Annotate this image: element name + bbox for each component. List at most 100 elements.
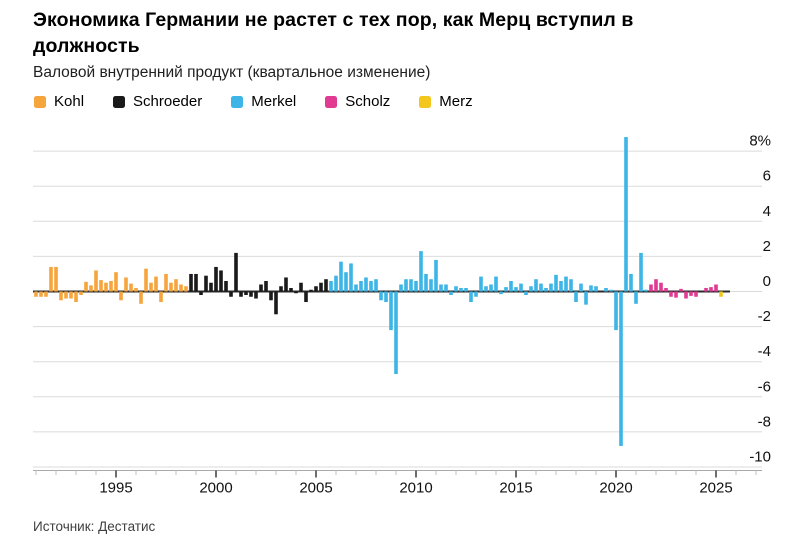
bar-kohl — [84, 281, 88, 292]
legend-label-kohl: Kohl — [54, 93, 85, 110]
bar-merkel — [359, 280, 363, 292]
bar-kohl — [74, 291, 78, 303]
bar-schroeder — [214, 266, 218, 292]
bar-merkel — [329, 280, 333, 292]
bar-kohl — [124, 277, 128, 292]
bar-merkel — [459, 287, 463, 292]
bar-merkel — [414, 280, 418, 292]
bar-kohl — [144, 268, 148, 292]
bar-kohl — [109, 280, 113, 292]
legend-swatch-scholz — [325, 95, 338, 108]
bar-kohl — [79, 291, 83, 296]
bar-merkel — [634, 291, 638, 304]
bar-merkel — [524, 291, 528, 296]
bar-scholz — [649, 284, 653, 292]
bar-schroeder — [194, 273, 198, 292]
bar-schroeder — [304, 291, 308, 303]
bar-kohl — [39, 291, 43, 297]
bar-merkel — [544, 287, 548, 292]
bar-schroeder — [274, 291, 278, 315]
bar-merkel — [529, 286, 533, 292]
bar-merkel — [639, 252, 643, 292]
bar-merkel — [584, 291, 588, 305]
bar-merkel — [429, 279, 433, 292]
bar-scholz — [714, 284, 718, 292]
bar-schroeder — [239, 291, 243, 297]
bar-schroeder — [269, 291, 273, 301]
bar-schroeder — [299, 282, 303, 292]
bar-schroeder — [244, 291, 248, 296]
bar-merkel — [499, 291, 503, 295]
bar-merkel — [394, 291, 398, 374]
bar-merkel — [534, 279, 538, 292]
y-axis-label: -4 — [758, 343, 771, 360]
bar-merkel — [539, 283, 543, 292]
y-axis-label: -6 — [758, 378, 771, 395]
bar-kohl — [99, 280, 103, 292]
bar-kohl — [69, 291, 73, 299]
bar-kohl — [119, 291, 123, 301]
legend-swatch-merkel — [231, 95, 244, 108]
source-note: Источник: Дестатис — [33, 519, 156, 534]
x-axis-label: 2000 — [199, 480, 232, 497]
bar-merkel — [619, 291, 623, 446]
bar-merkel — [364, 277, 368, 292]
bar-kohl — [59, 291, 63, 301]
bar-merkel — [404, 279, 408, 292]
bar-merkel — [569, 279, 573, 292]
bar-kohl — [134, 287, 138, 292]
bar-scholz — [709, 287, 713, 292]
bar-merkel — [389, 291, 393, 331]
bar-merkel — [339, 261, 343, 292]
bar-merkel — [384, 291, 388, 303]
bar-kohl — [174, 279, 178, 292]
bar-merkel — [494, 276, 498, 292]
bar-schroeder — [209, 282, 213, 292]
bar-merkel — [434, 259, 438, 292]
bar-scholz — [694, 291, 698, 297]
y-axis-label: 0 — [763, 273, 771, 290]
y-axis-label: -10 — [749, 449, 771, 466]
bar-merkel — [464, 287, 468, 292]
bar-schroeder — [284, 277, 288, 292]
bar-kohl — [149, 282, 153, 292]
bar-merkel — [344, 272, 348, 292]
bar-kohl — [94, 270, 98, 292]
bar-merkel — [559, 280, 563, 292]
bar-schroeder — [319, 282, 323, 292]
bar-kohl — [34, 291, 38, 297]
bar-schroeder — [279, 286, 283, 292]
bar-kohl — [154, 276, 158, 292]
bar-merkel — [579, 283, 583, 292]
bar-merkel — [349, 263, 353, 292]
bar-scholz — [689, 291, 693, 296]
bar-schroeder — [199, 291, 203, 296]
bar-scholz — [679, 288, 683, 292]
bar-kohl — [89, 285, 93, 292]
bar-merkel — [629, 273, 633, 292]
legend-label-schroeder: Schroeder — [133, 93, 203, 110]
bar-schroeder — [189, 273, 193, 292]
chart-subtitle: Валовой внутренний продукт (квартальное … — [33, 64, 431, 81]
y-axis-label: 6 — [763, 168, 771, 185]
bar-merkel — [454, 286, 458, 292]
y-axis-label: 2 — [763, 238, 771, 255]
bar-merkel — [609, 289, 613, 292]
bar-schroeder — [294, 291, 298, 294]
x-axis-label: 2025 — [699, 480, 732, 497]
y-axis-label: 4 — [763, 203, 771, 220]
legend-item-kohl: Kohl — [34, 93, 84, 110]
bar-schroeder — [309, 289, 313, 292]
bar-kohl — [184, 286, 188, 292]
bar-merkel — [509, 280, 513, 292]
bar-schroeder — [249, 291, 253, 297]
bar-kohl — [164, 273, 168, 292]
bar-merkel — [549, 283, 553, 292]
bar-kohl — [169, 282, 173, 292]
legend-label-scholz: Scholz — [345, 93, 391, 110]
bar-schroeder — [254, 291, 258, 299]
x-axis-label: 2005 — [299, 480, 332, 497]
bar-schroeder — [234, 252, 238, 292]
legend-item-scholz: Scholz — [325, 93, 390, 110]
